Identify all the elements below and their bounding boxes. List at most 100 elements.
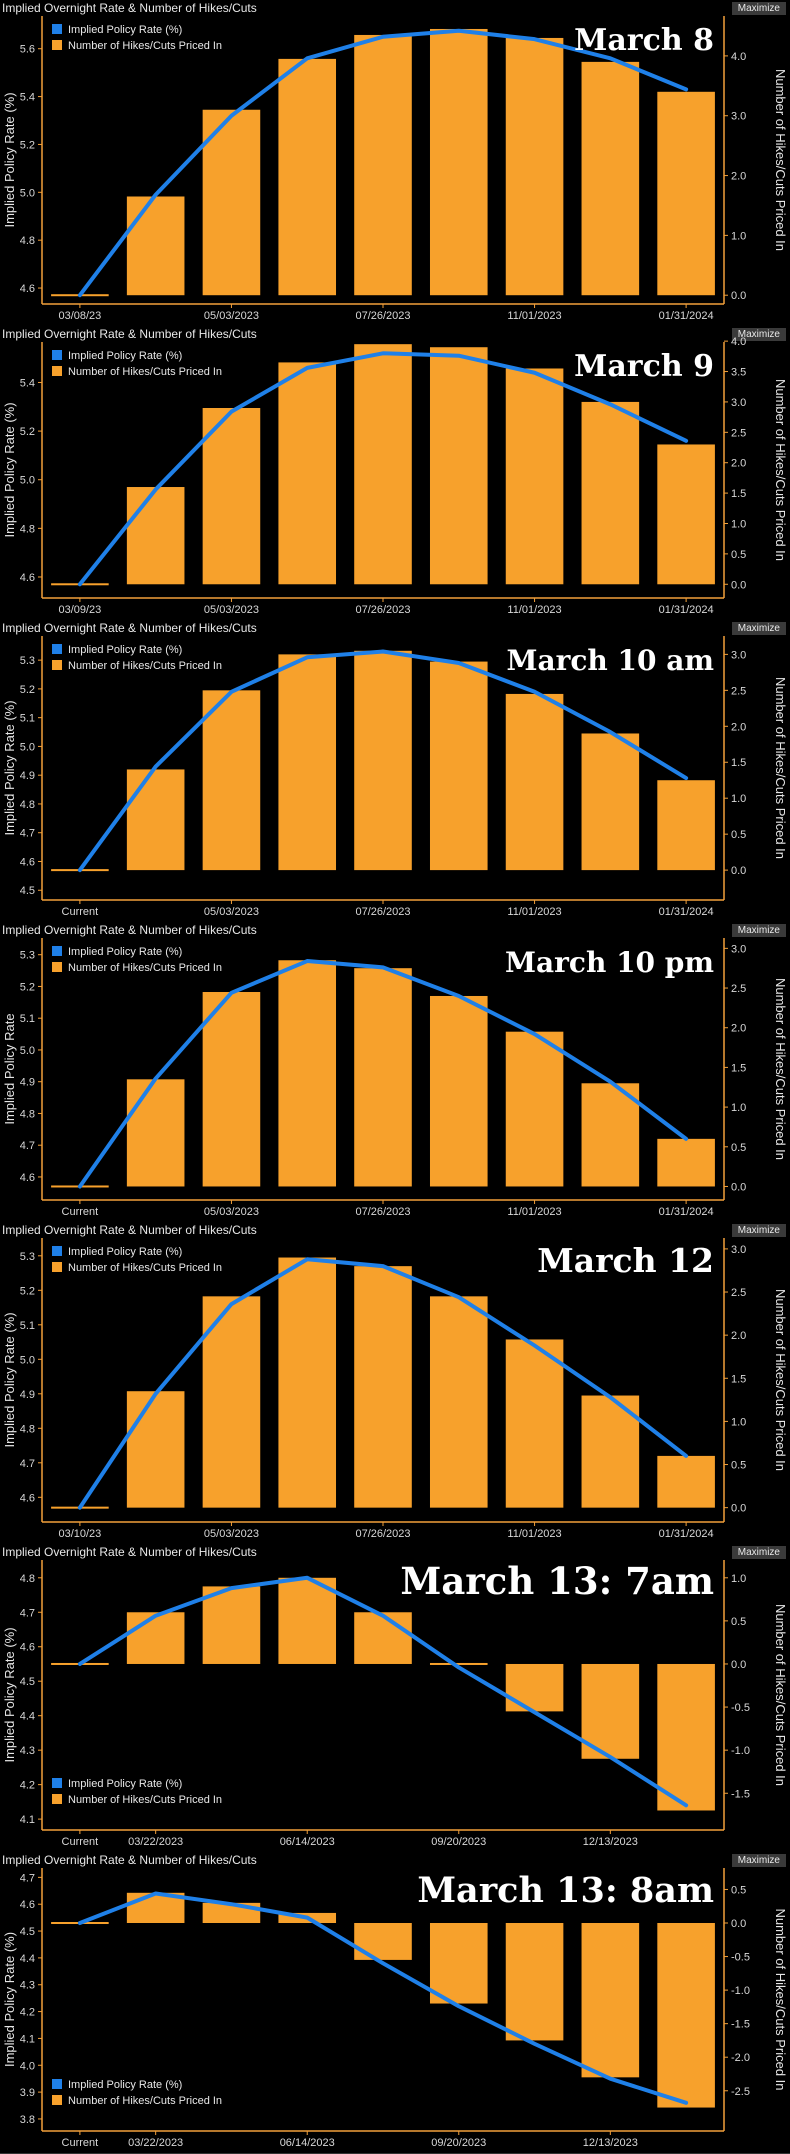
x-tick-label: Current [62,1836,99,1848]
y2-tick-label: 0.5 [731,549,746,561]
hike-bar [429,995,488,1187]
legend-swatch-hikes [52,660,62,670]
hike-bar [126,196,185,296]
y-tick-label: 4.8 [20,799,35,811]
legend-label-hikes: Number of Hikes/Cuts Priced In [68,366,222,378]
legend-swatch-hikes [52,366,62,376]
hike-bar [354,1612,412,1664]
hike-bar [126,769,185,871]
chart-panel-6: Implied Overnight Rate & Number of Hikes… [0,1544,790,1853]
hike-bar [581,61,640,296]
hike-bar [202,109,261,296]
panel-title: Implied Overnight Rate & Number of Hikes… [2,1,257,15]
y2-axis-title: Number of Hikes/Cuts Priced In [773,978,788,1160]
x-tick-label: 09/20/2023 [431,1836,486,1848]
hike-bar [202,992,261,1187]
panel-title: Implied Overnight Rate & Number of Hikes… [2,923,257,937]
y-tick-label: 4.1 [20,2033,35,2045]
hike-bar [505,37,564,296]
maximize-button[interactable]: Maximize [731,1854,786,1867]
y2-tick-label: 4.0 [731,336,746,348]
y2-axis-title: Number of Hikes/Cuts Priced In [773,1289,788,1471]
x-tick-label: 06/14/2023 [280,1836,335,1848]
maximize-button[interactable]: Maximize [731,1546,786,1559]
y2-tick-label: 0.0 [731,1181,746,1193]
hike-bar [429,1923,488,2004]
x-tick-label: 01/31/2024 [659,1206,714,1218]
y-tick-label: 4.5 [20,885,35,897]
y-axis-title: Implied Policy Rate (%) [2,1627,17,1762]
y-axis-title: Implied Policy Rate (%) [2,402,17,537]
legend-swatch-hikes [52,2095,62,2105]
maximize-button[interactable]: Maximize [731,622,786,635]
panel-title: Implied Overnight Rate & Number of Hikes… [2,621,257,635]
hike-bar [126,1079,185,1187]
y2-tick-label: 0.5 [731,1884,746,1896]
legend-swatch-rate [52,24,62,34]
legend-swatch-hikes [52,1262,62,1272]
x-tick-label: 05/03/2023 [204,1206,259,1218]
legend-swatch-rate [52,350,62,360]
y2-tick-label: 0.5 [731,1460,746,1472]
y-tick-label: 4.8 [20,1108,35,1120]
y-tick-label: 5.4 [20,377,35,389]
y2-tick-label: 3.0 [731,1244,746,1256]
x-tick-label: 07/26/2023 [355,1528,410,1540]
hike-bar [354,968,412,1187]
legend-label-rate: Implied Policy Rate (%) [68,1778,182,1790]
y2-tick-label: 1.0 [731,793,746,805]
hike-bar [505,1663,564,1712]
legend-label-hikes: Number of Hikes/Cuts Priced In [68,660,222,672]
y-tick-label: 5.0 [20,187,35,199]
policy-rate-line [77,1257,689,1510]
maximize-button[interactable]: Maximize [731,2,786,15]
chart-svg: 4.1 4.2 4.3 4.4 4.5 4.6 4.7 4.8 -1.5 -1.0 -0.5 0.0 0… [2,1559,788,1848]
legend-label-rate: Implied Policy Rate (%) [68,644,182,656]
y-tick-label: 4.7 [20,1872,35,1884]
chart-panel-1: Implied Overnight Rate & Number of Hikes… [0,0,790,327]
y-tick-label: 5.2 [20,139,35,151]
hike-bar [505,1339,564,1508]
y2-tick-label: -2.0 [731,2052,750,2064]
hike-bar [505,693,564,871]
hike-bar [278,58,337,296]
panel-title: Implied Overnight Rate & Number of Hikes… [2,1853,257,1867]
y-tick-label: 4.3 [20,1745,35,1757]
x-tick-label: 11/01/2023 [507,604,561,616]
x-tick-label: 06/14/2023 [280,2137,335,2149]
maximize-button[interactable]: Maximize [731,924,786,937]
hike-bar [354,650,412,871]
y-tick-label: 5.2 [20,426,35,438]
y-tick-label: 4.3 [20,1980,35,1992]
legend-label-rate: Implied Policy Rate (%) [68,1246,182,1258]
chart-panel-3: Implied Overnight Rate & Number of Hikes… [0,620,790,923]
y-axis-title: Implied Policy Rate (%) [2,700,17,835]
x-tick-label: 11/01/2023 [507,906,561,918]
legend-label-hikes: Number of Hikes/Cuts Priced In [68,2095,222,2107]
hike-bar [429,347,488,585]
legend-label-hikes: Number of Hikes/Cuts Priced In [68,40,222,52]
maximize-button[interactable]: Maximize [731,328,786,341]
chart-svg: 4.6 4.8 5.0 5.2 5.4 5.6 0.0 1.0 2.0 3.0 4.0 03/08/2… [2,16,788,322]
y2-tick-label: 2.5 [731,427,746,439]
x-tick-label: Current [62,906,99,918]
y2-axis-title: Number of Hikes/Cuts Priced In [773,69,788,251]
y-tick-label: 4.8 [20,1423,35,1435]
x-tick-label: 07/26/2023 [355,1206,410,1218]
hike-bar [354,1923,412,1960]
date-annotation: March 13: 7am [400,1559,714,1603]
y2-tick-label: -1.5 [731,2019,750,2031]
y-tick-label: 4.6 [20,283,35,295]
date-annotation: March 8 [574,23,714,58]
maximize-button[interactable]: Maximize [731,1224,786,1237]
hike-bar [429,1662,488,1665]
x-tick-label: 05/03/2023 [204,906,259,918]
y2-tick-label: 0.0 [731,290,746,302]
x-tick-label: Current [62,1206,99,1218]
legend-swatch-hikes [52,1794,62,1804]
y2-tick-label: -1.0 [731,1745,750,1757]
x-tick-label: 11/01/2023 [507,1206,561,1218]
chart-panel-4: Implied Overnight Rate & Number of Hikes… [0,922,790,1223]
x-tick-label: 09/20/2023 [431,2137,486,2149]
hike-bar [429,661,488,871]
